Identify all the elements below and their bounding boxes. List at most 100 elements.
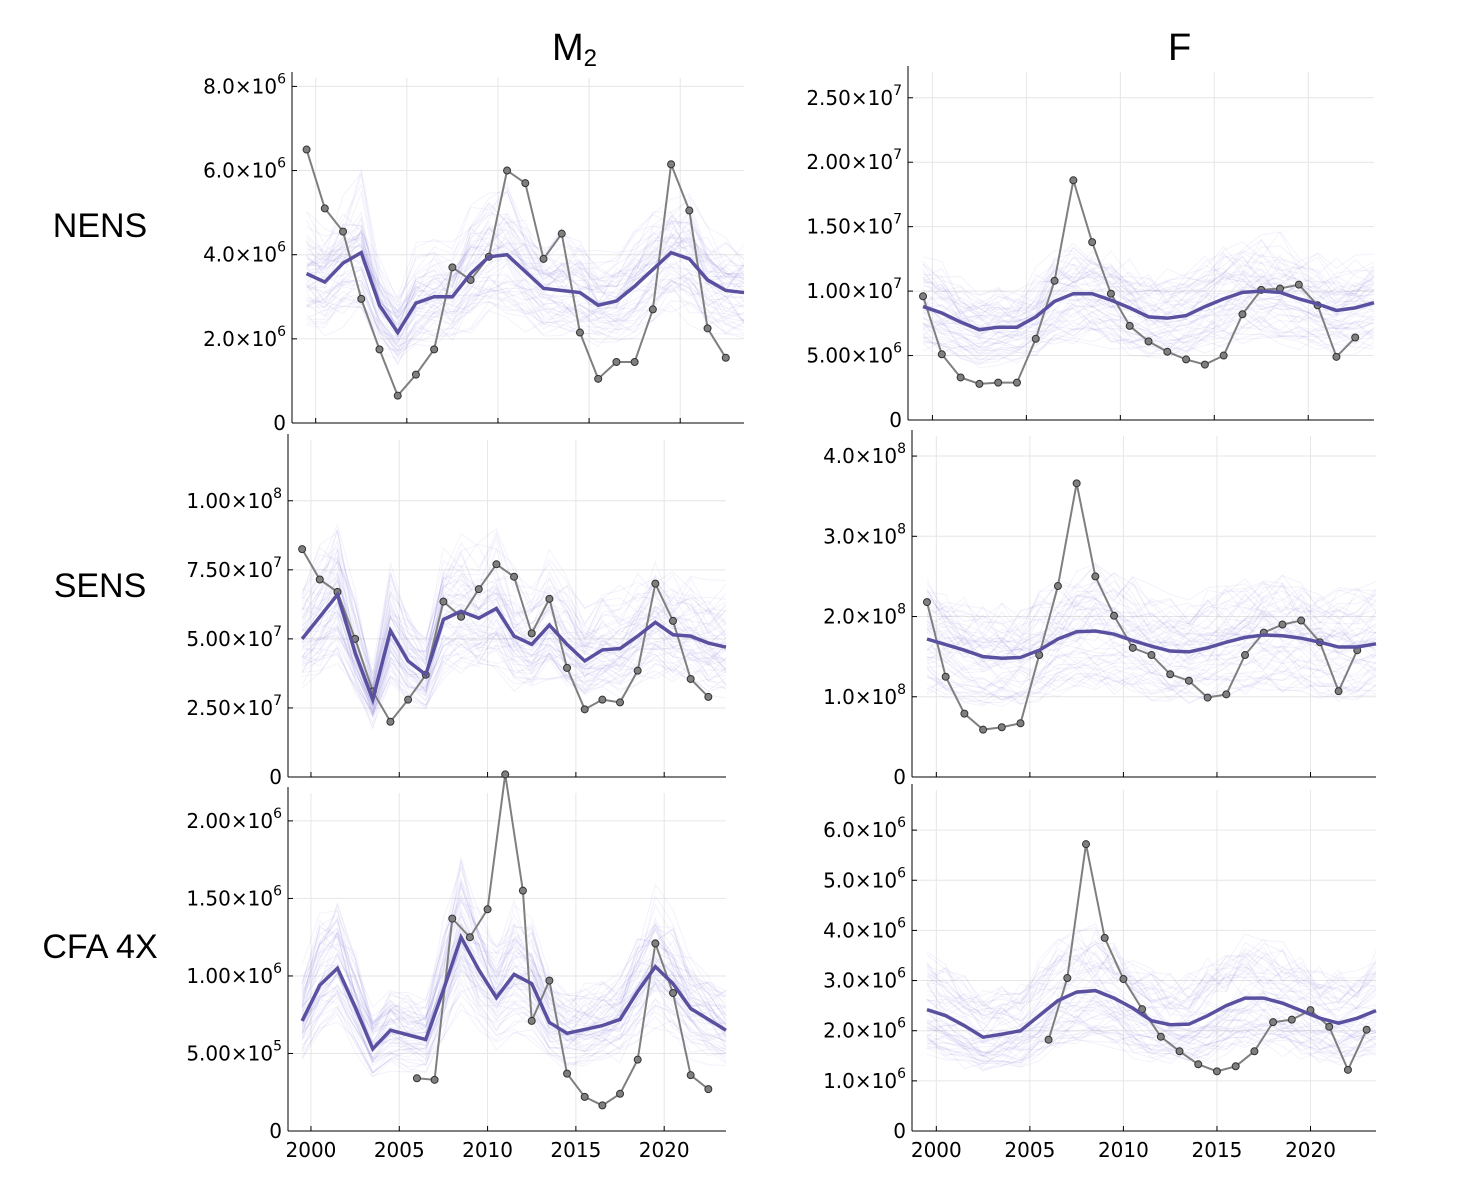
ensemble-trace <box>301 899 727 1034</box>
ensemble-trace <box>926 580 1377 643</box>
ensemble-trace <box>922 245 1375 315</box>
ensemble-trace <box>922 297 1375 351</box>
observed-point <box>1106 289 1115 298</box>
ensemble-trace <box>922 252 1375 304</box>
panel-f-cfa4x: 0 1.0×106 2.0×106 3.0×106 4.0×106 5.0×106 6.0×… <box>823 784 1377 1162</box>
ensemble-trace <box>926 1024 1377 1064</box>
ensemble-trace <box>306 284 745 352</box>
ensemble-trace <box>301 865 727 1023</box>
ensemble-trace <box>306 259 745 340</box>
ensemble-trace <box>306 280 745 347</box>
ensemble-trace <box>306 273 745 351</box>
ensemble-trace <box>306 172 745 304</box>
ensemble-trace <box>922 254 1375 318</box>
mean-line <box>922 289 1375 332</box>
ensemble-trace <box>301 530 727 682</box>
panel-m2-cfa4x: 0 5.00×105 1.00×106 1.50×106 2.00×106 2000 200… <box>186 770 727 1162</box>
ensemble-trace <box>301 640 727 715</box>
ensemble-trace <box>922 238 1375 318</box>
ensemble-trace <box>306 211 745 314</box>
observed-point <box>457 612 466 621</box>
y-tick-label: 0 <box>269 765 282 789</box>
ensemble-trace <box>306 255 745 336</box>
ensemble-trace <box>926 943 1377 1022</box>
observed-point <box>1128 643 1137 652</box>
ensemble-trace <box>926 668 1377 704</box>
observed-point <box>1156 1032 1165 1041</box>
observed-point <box>510 572 519 581</box>
observed-point <box>557 229 566 238</box>
ensemble-trace <box>306 213 745 326</box>
x-tick-label: 2020 <box>1285 1138 1336 1162</box>
ensemble-traces <box>301 523 727 731</box>
ensemble-trace <box>926 1006 1377 1053</box>
ensemble-trace <box>301 962 727 1045</box>
ensemble-trace <box>306 249 745 345</box>
ensemble-traces <box>306 169 745 367</box>
ensemble-trace <box>926 580 1377 644</box>
ensemble-trace <box>926 614 1377 669</box>
observed-line <box>301 548 710 724</box>
ensemble-trace <box>306 188 745 309</box>
ensemble-trace <box>926 614 1377 666</box>
ensemble-trace <box>922 267 1375 333</box>
observed-point <box>1119 975 1128 984</box>
ensemble-trace <box>301 589 727 709</box>
ensemble-trace <box>922 272 1375 338</box>
ensemble-trace <box>926 674 1377 704</box>
observed-point <box>1012 378 1021 387</box>
ensemble-trace <box>306 271 745 358</box>
ensemble-trace <box>926 974 1377 1043</box>
ensemble-trace <box>302 616 727 717</box>
observed-point <box>648 305 657 314</box>
ensemble-trace <box>926 572 1377 644</box>
ensemble-trace <box>926 972 1377 1025</box>
ensemble-trace <box>306 227 745 327</box>
column-title-f: F <box>1168 27 1191 69</box>
ensemble-trace <box>926 1032 1377 1072</box>
ensemble-trace <box>926 979 1377 1044</box>
y-tick-label: 1.00×108 <box>186 486 282 513</box>
ensemble-trace <box>301 922 727 1034</box>
ensemble-trace <box>926 1026 1377 1068</box>
observed-point <box>975 379 984 388</box>
row-label-nens: NENS <box>53 207 147 245</box>
ensemble-trace <box>926 575 1377 634</box>
observed-point <box>563 663 572 672</box>
ensemble-trace <box>306 274 745 341</box>
ensemble-trace <box>301 644 727 716</box>
ensemble-trace <box>301 1008 727 1077</box>
ensemble-trace <box>926 938 1377 1013</box>
ensemble-trace <box>926 602 1377 653</box>
ensemble-trace <box>926 590 1377 649</box>
observed-point <box>919 292 928 301</box>
ensemble-trace <box>306 219 745 329</box>
observed-point <box>1231 1062 1240 1071</box>
ensemble-trace <box>926 989 1377 1041</box>
observed-point <box>994 378 1003 387</box>
observed-point <box>686 1071 695 1080</box>
ensemble-trace <box>926 1028 1377 1062</box>
y-tick-label: 5.00×107 <box>186 624 282 651</box>
y-tick-label: 6.0×106 <box>203 156 286 183</box>
observed-point <box>575 328 584 337</box>
observed-point <box>1325 1022 1334 1031</box>
observed-point <box>539 254 548 263</box>
ensemble-trace <box>926 1021 1377 1065</box>
observed-point <box>1294 280 1303 289</box>
panels: 0 2.0×106 4.0×106 6.0×106 8.0×106 0 5.00×106 1.… <box>186 66 1377 1162</box>
ensemble-trace <box>926 958 1377 1031</box>
y-tick-label: 0 <box>893 765 906 789</box>
observed-point <box>465 933 474 942</box>
ensemble-trace <box>306 191 745 299</box>
observed-point <box>1222 690 1231 699</box>
y-tick-label: 1.50×106 <box>186 883 282 910</box>
ensemble-trace <box>922 247 1375 318</box>
mean-line <box>926 988 1377 1040</box>
ensemble-trace <box>306 260 745 353</box>
ensemble-trace <box>926 923 1377 1015</box>
ensemble-trace <box>926 939 1377 1005</box>
observed-point <box>1147 651 1156 660</box>
ensemble-trace <box>926 653 1377 692</box>
observed-point <box>1100 933 1109 942</box>
